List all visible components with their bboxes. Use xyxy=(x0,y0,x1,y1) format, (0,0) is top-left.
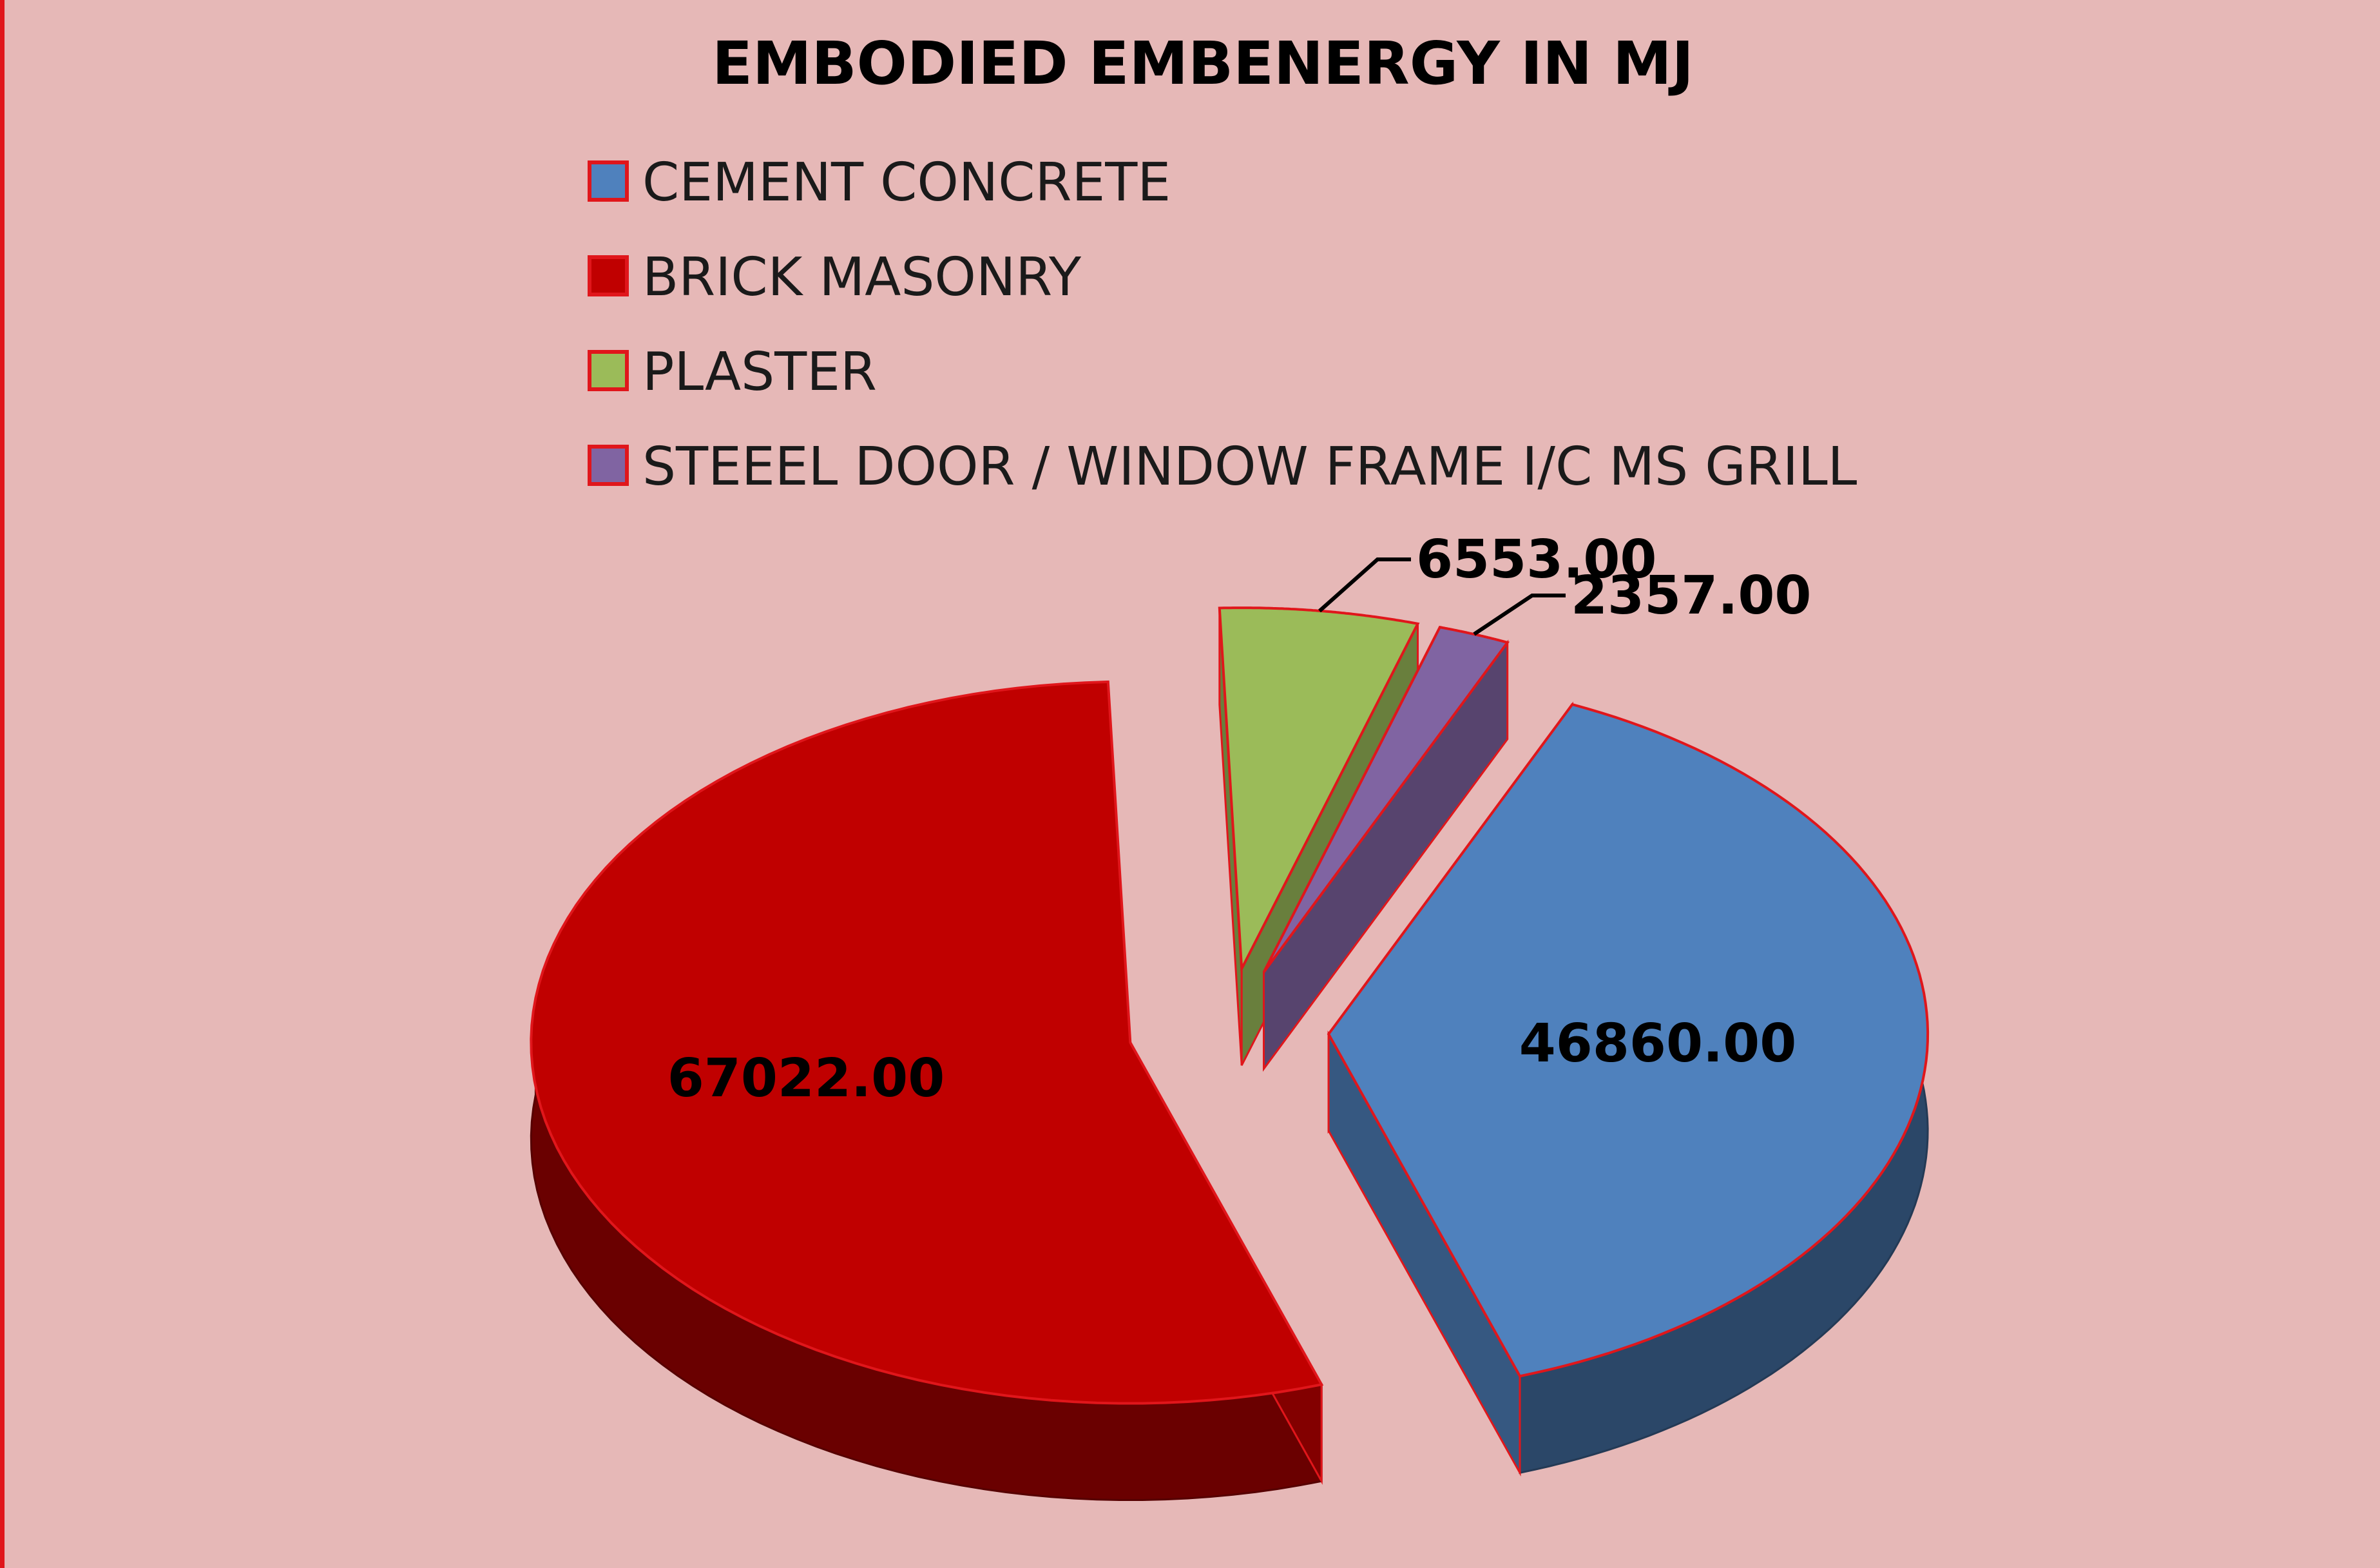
legend-label: CEMENT CONCRETE xyxy=(642,152,1171,213)
legend: CEMENT CONCRETE BRICK MASONRY PLASTER STEEE… xyxy=(588,152,1857,498)
legend-item-brick-masonry: BRICK MASONRY xyxy=(588,247,1082,308)
legend-swatch xyxy=(588,350,629,391)
pie-chart: EMBODIED EMBENERGY IN MJ CEMENT CONCRETE… xyxy=(530,29,1930,1501)
legend-label: STEEEL DOOR / WINDOW FRAME I/C MS GRILL xyxy=(642,436,1857,498)
leader-line xyxy=(1473,594,1566,636)
legend-swatch xyxy=(588,445,629,486)
pie-slice-top xyxy=(530,680,1324,1405)
legend-item-steeel-door-window-frame-i-c-ms-grill: STEEEL DOOR / WINDOW FRAME I/C MS GRILL xyxy=(588,436,1857,498)
legend-label: PLASTER xyxy=(642,342,877,403)
legend-swatch xyxy=(588,255,629,296)
data-label-steeel-door-window-frame-i-c-ms-grill: 2357.00 xyxy=(1571,565,1811,626)
pie-slice-cement-concrete xyxy=(1327,701,1930,1477)
chart-title: EMBODIED EMBENERGY IN MJ xyxy=(712,29,1694,98)
pie-slice-top xyxy=(1262,625,1510,973)
data-label-brick-masonry: 67022.00 xyxy=(667,1048,945,1109)
legend-item-cement-concrete: CEMENT CONCRETE xyxy=(588,152,1171,213)
pie-slices xyxy=(530,606,1930,1501)
pie-slice-brick-masonry xyxy=(530,680,1324,1501)
legend-label: BRICK MASONRY xyxy=(642,247,1082,308)
legend-swatch xyxy=(588,160,629,202)
legend-item-plaster: PLASTER xyxy=(588,342,877,403)
data-label-cement-concrete: 46860.00 xyxy=(1519,1013,1797,1074)
pie-slice-top xyxy=(1327,702,1930,1378)
pie-slice-steeel-door-window-frame-i-c-ms-grill xyxy=(1262,625,1510,1072)
data-label-plaster: 6553.00 xyxy=(1416,529,1656,590)
leader-line xyxy=(1318,557,1411,613)
